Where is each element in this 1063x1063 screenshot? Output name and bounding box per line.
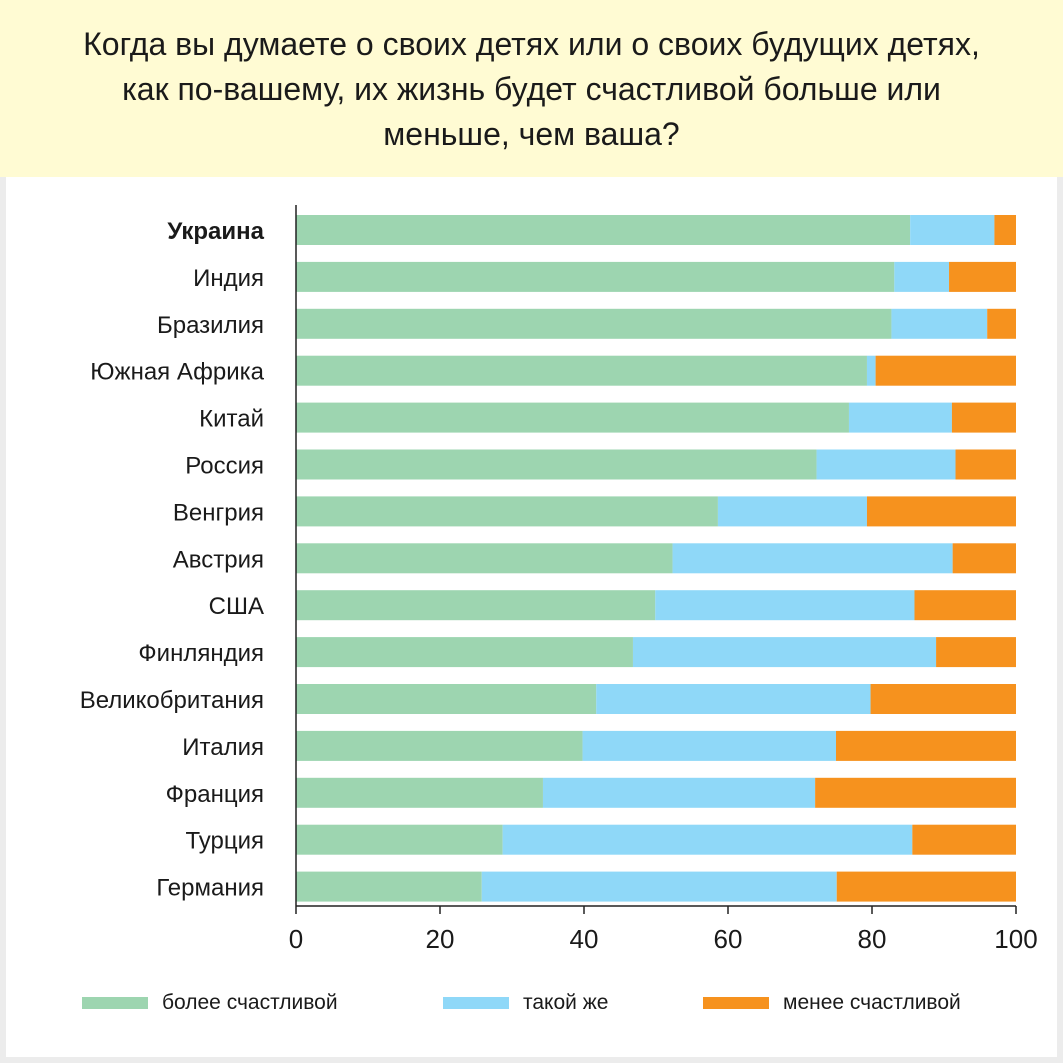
legend-swatch-more <box>82 997 148 1009</box>
legend-label-less: менее счастливой <box>783 991 961 1014</box>
bar-segment-same <box>910 215 995 245</box>
bar-segment-same <box>481 871 837 902</box>
bar-segment-same <box>542 777 816 808</box>
bar-segment-same <box>596 684 871 714</box>
bar-segment-same <box>717 496 867 527</box>
bar-segment-less <box>955 449 1016 480</box>
x-tick-label: 20 <box>426 924 455 954</box>
category-label: Китай <box>199 406 264 433</box>
category-label: Турция <box>185 828 264 855</box>
bar-segment-less <box>952 543 1016 574</box>
category-label: Австрия <box>173 546 264 573</box>
bar-segment-less <box>949 261 1016 292</box>
legend-swatch-same <box>443 997 509 1009</box>
category-label: Бразилия <box>157 312 264 339</box>
category-label: США <box>209 593 264 620</box>
bar-segment-more <box>296 684 597 714</box>
bar-segment-more <box>296 215 911 245</box>
bar-segment-same <box>655 590 915 621</box>
bar-segment-more <box>296 871 482 902</box>
x-tick-label: 40 <box>570 924 599 954</box>
legend-label-same: такой же <box>523 991 609 1014</box>
bar-segment-same <box>672 543 953 574</box>
x-tick-label: 0 <box>289 924 303 954</box>
bar-segment-more <box>296 777 543 808</box>
bar-segment-same <box>632 637 937 668</box>
bar-segment-less <box>875 355 1016 386</box>
x-tick-label: 60 <box>714 924 743 954</box>
bar-segment-same <box>582 730 836 761</box>
bar-segment-more <box>296 590 656 621</box>
bar-segment-less <box>914 590 1016 621</box>
bar-segment-more <box>296 308 892 339</box>
bar-segment-more <box>296 449 817 480</box>
category-label: Россия <box>185 453 264 480</box>
category-label: Украина <box>167 218 264 245</box>
chart-title: Когда вы думаете о своих детях или о сво… <box>83 26 980 152</box>
bar-segment-less <box>866 496 1016 527</box>
category-label: Италия <box>182 734 264 761</box>
category-label: Финляндия <box>138 640 264 667</box>
bar-segment-less <box>815 777 1016 808</box>
category-label: Германия <box>156 875 264 902</box>
bar-segment-same <box>866 355 876 386</box>
bar-segment-same <box>891 308 988 339</box>
bar-segment-more <box>296 824 503 855</box>
bar-segment-same <box>502 824 913 855</box>
bar-segment-more <box>296 543 673 574</box>
category-label: Индия <box>193 265 264 292</box>
legend-swatch-less <box>703 997 769 1009</box>
category-label: Венгрия <box>173 499 264 526</box>
bar-segment-same <box>894 261 950 292</box>
x-tick-label: 80 <box>858 924 887 954</box>
category-label: Великобритания <box>80 687 264 714</box>
bar-segment-same <box>816 449 956 480</box>
bar-segment-more <box>296 730 583 761</box>
legend-label-more: более счастливой <box>162 991 338 1014</box>
x-tick-label: 100 <box>994 924 1037 954</box>
title-banner: Когда вы думаете о своих детях или о сво… <box>0 0 1063 177</box>
bar-segment-less <box>987 308 1016 339</box>
bar-segment-less <box>836 730 1016 761</box>
bar-segment-more <box>296 496 718 527</box>
category-label: Южная Африка <box>90 359 264 386</box>
bar-segment-less <box>912 824 1016 855</box>
bar-segment-less <box>994 215 1016 245</box>
bar-segment-more <box>296 402 849 433</box>
bar-segment-more <box>296 355 867 386</box>
bar-segment-less <box>936 637 1016 668</box>
bar-segment-more <box>296 637 633 668</box>
bar-segment-less <box>836 871 1016 902</box>
bar-segment-less <box>870 684 1016 714</box>
bar-segment-more <box>296 261 895 292</box>
bar-segment-same <box>848 402 952 433</box>
category-label: Франция <box>166 781 264 808</box>
bar-segment-less <box>951 402 1016 433</box>
